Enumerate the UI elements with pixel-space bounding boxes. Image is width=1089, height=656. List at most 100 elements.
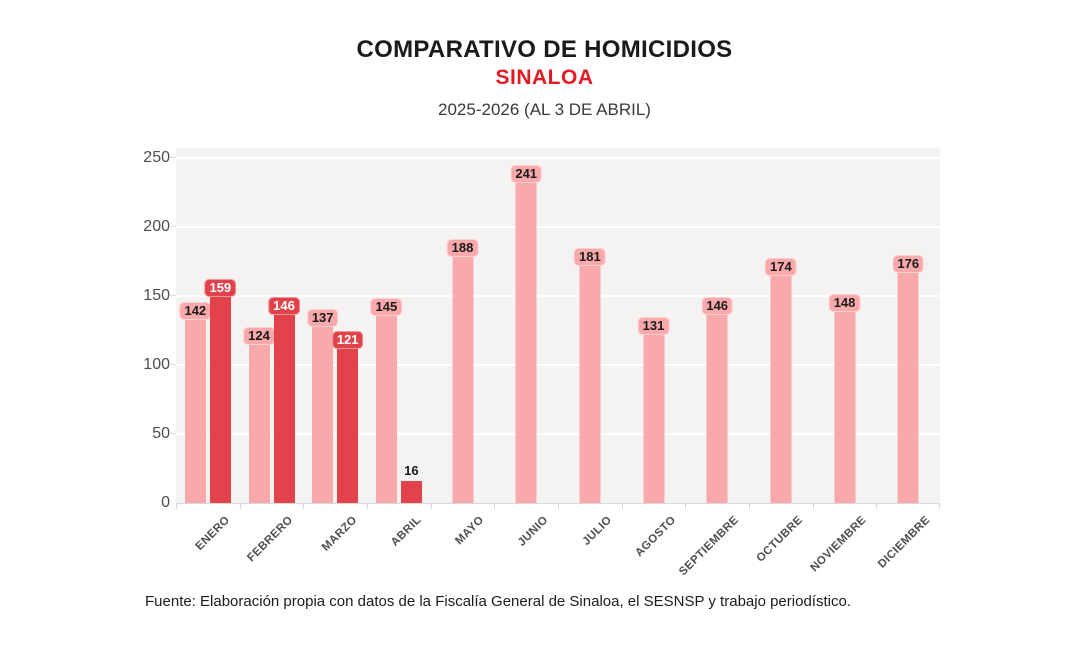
chart-subtitle-sinaloa: SINALOA xyxy=(495,66,594,89)
y-axis-tick xyxy=(169,364,176,365)
bar-diciembre-2025: 176 xyxy=(892,255,925,503)
bar-value-label: 124 xyxy=(243,326,275,345)
bar-marzo-2026: 121 xyxy=(331,331,364,503)
chart-period-note: 2025-2026 (AL 3 DE ABRIL) xyxy=(438,100,651,119)
bar-value-label: 241 xyxy=(510,165,543,184)
bar-group-junio: 241 xyxy=(510,165,543,503)
x-axis-label-agosto: AGOSTO xyxy=(632,514,679,560)
x-label-slot-febrero: FEBRERO xyxy=(240,504,304,584)
x-label-slot-octubre: OCTUBRE xyxy=(749,504,813,584)
x-axis-boundary-tick xyxy=(240,504,241,509)
bar-value-label: 176 xyxy=(892,255,925,274)
bar-febrero-2026: 146 xyxy=(268,296,300,503)
chart-title: COMPARATIVO DE HOMICIDIOS xyxy=(356,36,733,63)
bar-value-label: 131 xyxy=(637,317,670,336)
x-axis-label-marzo: MARZO xyxy=(319,514,360,554)
x-axis-boundary-tick xyxy=(622,504,623,509)
bar-noviembre-2025: 148 xyxy=(828,293,861,503)
bar-octubre-2025: 174 xyxy=(765,257,797,503)
bar-group-julio: 181 xyxy=(574,248,606,503)
bar-group-febrero: 124 146 xyxy=(243,296,300,503)
y-axis-tick-label: 150 xyxy=(143,287,170,304)
x-axis-label-septiembre: SEPTIEMBRE xyxy=(677,514,742,579)
x-axis-label-abril: ABRIL xyxy=(388,514,424,549)
bar-value-label: 121 xyxy=(331,331,364,350)
bar-group-mayo: 188 xyxy=(446,238,479,503)
month-slot-marzo: 137 121 xyxy=(303,148,367,503)
gridline-100 xyxy=(169,364,940,366)
bar-value-label: 159 xyxy=(204,278,237,297)
bar-enero-2026: 159 xyxy=(204,278,237,503)
bar-junio-2025: 241 xyxy=(510,165,543,503)
x-axis-ticks xyxy=(176,504,940,510)
x-axis-boundary-tick xyxy=(685,504,686,509)
month-slot-junio: 241 xyxy=(494,148,558,503)
bar-mayo-2025: 188 xyxy=(446,238,479,503)
x-axis-boundary-tick xyxy=(558,504,559,509)
y-axis-tick-label: 100 xyxy=(143,356,170,373)
y-axis-tick xyxy=(169,433,176,434)
y-axis-tick-label: 50 xyxy=(152,425,170,442)
x-axis-label-octubre: OCTUBRE xyxy=(754,514,806,565)
x-axis-boundary-tick xyxy=(939,504,940,509)
x-label-slot-agosto: AGOSTO xyxy=(622,504,686,584)
month-slot-abril: 145 16 xyxy=(367,148,431,503)
y-axis-tick xyxy=(169,157,176,158)
x-label-slot-marzo: MARZO xyxy=(303,504,367,584)
month-slot-agosto: 131 xyxy=(622,148,686,503)
month-slot-noviembre: 148 xyxy=(813,148,877,503)
month-slot-enero: 142 159 xyxy=(176,148,240,503)
gridline-50 xyxy=(169,433,940,435)
x-axis-boundary-tick xyxy=(494,504,495,509)
bar-value-label: 146 xyxy=(268,296,300,315)
bar-marzo-2025: 137 xyxy=(306,308,339,503)
y-axis-tick-label: 200 xyxy=(143,218,170,235)
x-label-slot-diciembre: DICIEMBRE xyxy=(876,504,940,584)
month-slot-septiembre: 146 xyxy=(685,148,749,503)
bar-group-abril: 145 16 xyxy=(370,297,422,503)
x-axis-boundary-tick xyxy=(749,504,750,509)
bar-value-label: 145 xyxy=(370,297,403,316)
gridline-250 xyxy=(169,157,940,159)
x-axis-label-julio: JULIO xyxy=(580,514,615,548)
month-slot-octubre: 174 xyxy=(749,148,813,503)
bar-group-noviembre: 148 xyxy=(828,293,861,503)
bar-value-label: 181 xyxy=(574,248,606,267)
bar-agosto-2025: 131 xyxy=(637,317,670,503)
bar-group-marzo: 137 121 xyxy=(306,308,364,503)
plot-area: 142 159 124 146 137 121 145 16 188 241 181 131 146 17… xyxy=(169,148,940,504)
y-axis-tick-label: 250 xyxy=(143,149,170,166)
bar-enero-2025: 142 xyxy=(179,302,212,503)
month-slot-mayo: 188 xyxy=(431,148,495,503)
x-label-slot-enero: ENERO xyxy=(176,504,240,584)
bar-group-enero: 142 159 xyxy=(179,278,237,503)
x-axis-label-noviembre: NOVIEMBRE xyxy=(808,514,870,575)
bar-value-label: 142 xyxy=(179,302,212,321)
month-slot-diciembre: 176 xyxy=(876,148,940,503)
y-axis-tick-label: 0 xyxy=(161,494,170,511)
x-label-slot-noviembre: NOVIEMBRE xyxy=(809,504,877,584)
x-axis-boundary-tick xyxy=(813,504,814,509)
x-axis-boundary-tick xyxy=(431,504,432,509)
month-slot-febrero: 124 146 xyxy=(240,148,304,503)
gridline-200 xyxy=(169,226,940,228)
bar-group-diciembre: 176 xyxy=(892,255,925,503)
bar-value-label: 146 xyxy=(701,296,734,315)
bar-group-octubre: 174 xyxy=(765,257,797,503)
x-label-slot-septiembre: SEPTIEMBRE xyxy=(678,504,749,584)
gridline-150 xyxy=(169,295,940,297)
bar-value-label: 137 xyxy=(306,308,339,327)
bar-group-septiembre: 146 xyxy=(701,296,734,503)
x-axis-label-febrero: FEBRERO xyxy=(245,514,297,565)
y-axis: 0 50 100 150 200 250 xyxy=(118,148,170,511)
x-axis-label-mayo: MAYO xyxy=(453,514,488,548)
bar-abril-2026: 16 xyxy=(400,463,422,503)
bar-abril-2025: 145 xyxy=(370,297,403,503)
bar-febrero-2025: 124 xyxy=(243,326,275,503)
x-axis-labels: ENERO FEBRERO MARZO ABRIL MAYO JUNIO JULIO AGOS… xyxy=(176,504,940,584)
bar-value-label: 148 xyxy=(828,293,861,312)
source-note: Fuente: Elaboración propia con datos de … xyxy=(145,593,851,610)
x-axis-boundary-tick xyxy=(176,504,177,509)
y-axis-tick xyxy=(169,226,176,227)
